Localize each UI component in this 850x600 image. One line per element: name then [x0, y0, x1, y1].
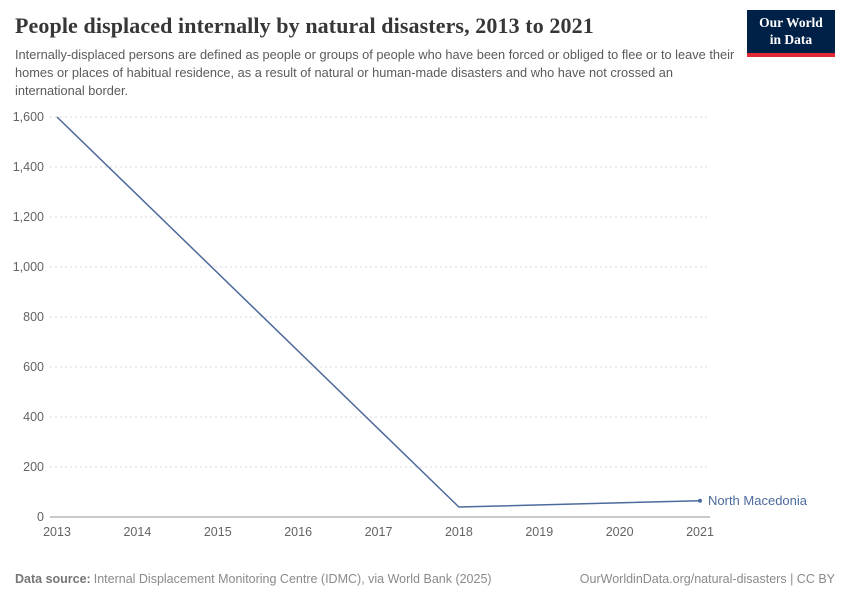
data-source-text: Internal Displacement Monitoring Centre … [93, 572, 492, 586]
data-source-note: Data source: Internal Displacement Monito… [15, 572, 492, 586]
y-tick-label: 600 [23, 360, 44, 374]
x-tick-label: 2017 [365, 525, 393, 539]
y-tick-label: 0 [37, 510, 44, 524]
x-tick-label: 2019 [525, 525, 553, 539]
x-tick-label: 2014 [123, 525, 151, 539]
y-tick-label: 1,200 [13, 210, 44, 224]
x-tick-label: 2020 [606, 525, 634, 539]
line-chart[interactable]: 0 200 400 600 800 1,000 1,200 1,400 1,600 2013 201… [0, 100, 850, 566]
series-end-dot [698, 499, 702, 504]
y-tick-label: 200 [23, 460, 44, 474]
chart-footer: Data source: Internal Displacement Monito… [0, 566, 850, 600]
y-tick-label: 1,400 [13, 160, 44, 174]
owid-logo-line1: Our World [759, 15, 823, 30]
x-tick-label: 2016 [284, 525, 312, 539]
owid-logo-line2: in Data [769, 31, 813, 47]
series-line[interactable] [56, 116, 701, 509]
chart-subtitle: Internally-displaced persons are defined… [15, 47, 735, 99]
y-tick-label: 1,000 [13, 260, 44, 274]
y-tick-label: 1,600 [13, 110, 44, 124]
line-chart-svg[interactable]: 0 200 400 600 800 1,000 1,200 1,400 1,600 2013 201… [0, 100, 850, 550]
series-end-label[interactable]: North Macedonia [708, 493, 808, 508]
x-tick-label: 2021 [686, 525, 714, 539]
y-tick-label: 400 [23, 410, 44, 424]
y-tick-label: 800 [23, 310, 44, 324]
x-tick-label: 2015 [204, 525, 232, 539]
data-source-label: Data source: [15, 572, 91, 586]
owid-logo: Our World in Data [747, 10, 835, 57]
chart-header: People displaced internally by natural d… [0, 0, 850, 100]
x-tick-label: 2013 [43, 525, 71, 539]
x-tick-label: 2018 [445, 525, 473, 539]
owid-license-link[interactable]: OurWorldinData.org/natural-disasters | C… [579, 572, 835, 586]
chart-title: People displaced internally by natural d… [15, 13, 594, 38]
